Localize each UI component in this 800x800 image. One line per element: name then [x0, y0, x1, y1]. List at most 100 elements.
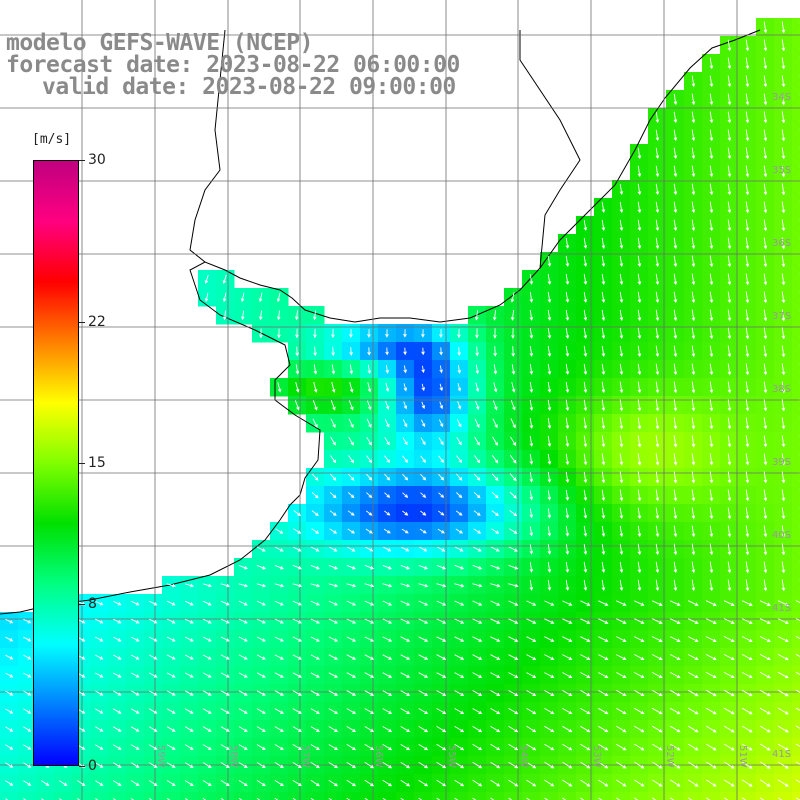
wind-arrow: [184, 762, 194, 768]
wind-arrow: [310, 600, 320, 606]
wind-arrow: [637, 165, 642, 178]
wind-cell: [792, 486, 800, 505]
wind-arrow: [583, 453, 588, 466]
wind-arrow: [472, 743, 483, 751]
wind-arrow: [655, 579, 660, 592]
wind-arrow: [382, 672, 393, 678]
wind-arrow: [202, 583, 213, 588]
wind-arrow: [763, 57, 768, 70]
wind-arrow: [330, 436, 336, 446]
wind-arrow: [23, 636, 32, 642]
wind-arrow: [400, 636, 411, 642]
wind-cell: [792, 162, 800, 181]
wind-arrow: [727, 489, 732, 502]
wind-arrow: [438, 492, 445, 498]
wind-arrow: [795, 743, 800, 747]
wind-arrow: [23, 618, 32, 624]
wind-arrow: [580, 618, 591, 624]
wind-arrow: [763, 345, 768, 358]
wind-arrow: [634, 600, 645, 606]
wind-arrow: [508, 618, 519, 624]
wind-cell: [612, 792, 631, 800]
wind-arrow: [328, 708, 339, 714]
wind-arrow: [238, 797, 243, 800]
wind-arrow: [184, 798, 189, 800]
wind-arrow: [346, 690, 357, 696]
wind-arrow: [565, 255, 570, 267]
wind-cell: [324, 792, 343, 800]
wind-arrow: [420, 492, 427, 498]
wind-arrow: [529, 472, 534, 483]
wind-arrow: [256, 583, 267, 588]
wind-arrow: [329, 492, 337, 499]
wind-arrow: [687, 725, 699, 733]
wind-arrow: [544, 743, 555, 751]
wind-arrow: [346, 618, 357, 624]
wind-arrow: [220, 780, 230, 787]
wind-cell: [558, 792, 577, 800]
wind-arrow: [439, 347, 443, 356]
wind-cell: [792, 144, 800, 163]
wind-arrow: [364, 690, 375, 696]
wind-cell: [414, 792, 433, 800]
wind-arrow: [763, 111, 768, 124]
wind-arrow: [723, 725, 735, 733]
wind-arrow: [745, 165, 750, 178]
wind-arrow: [508, 546, 518, 552]
wind-arrow: [601, 345, 606, 358]
wind-arrow: [547, 381, 552, 393]
wind-arrow: [366, 418, 372, 428]
wind-arrow: [472, 618, 483, 624]
wind-arrow: [383, 546, 392, 552]
wind-arrow: [759, 725, 771, 733]
wind-cell: [108, 792, 127, 800]
wind-arrow: [745, 75, 750, 88]
wind-arrow: [691, 561, 696, 574]
wind-arrow: [669, 797, 675, 800]
wind-arrow: [367, 364, 372, 375]
wind-arrow: [655, 309, 660, 322]
wind-arrow: [745, 363, 750, 376]
wind-arrow: [637, 201, 642, 214]
wind-arrow: [583, 579, 588, 591]
wind-arrow: [472, 583, 483, 588]
wind-arrow: [130, 690, 140, 696]
wind-arrow: [619, 489, 624, 502]
wind-arrow: [202, 708, 212, 714]
wind-arrow: [709, 561, 714, 574]
wind-arrow: [526, 797, 531, 800]
wind-arrow: [691, 363, 696, 376]
wind-arrow: [274, 762, 284, 769]
wind-arrow: [436, 797, 441, 800]
wind-arrow: [544, 761, 555, 769]
wind-arrow: [5, 780, 14, 786]
wind-arrow: [23, 708, 32, 714]
colorbar-tick-mark: [79, 766, 85, 767]
wind-arrow: [655, 543, 660, 556]
wind-arrow: [474, 436, 480, 446]
wind-cell: [684, 792, 703, 800]
wind-arrow: [292, 762, 302, 769]
wind-arrow: [167, 600, 176, 606]
wind-arrow: [95, 654, 104, 660]
wind-arrow: [673, 543, 678, 556]
wind-arrow: [691, 237, 696, 250]
wind-arrow: [508, 672, 519, 678]
wind-arrow: [202, 762, 212, 769]
wind-arrow: [691, 543, 696, 556]
wind-arrow: [382, 618, 393, 624]
wind-arrow: [130, 672, 140, 678]
wind-arrow: [238, 564, 248, 570]
wind-arrow: [130, 744, 140, 750]
wind-arrow: [691, 381, 696, 394]
wind-arrow: [562, 761, 573, 769]
wind-arrow: [331, 364, 336, 375]
wind-arrow: [601, 525, 606, 538]
wind-arrow: [616, 672, 627, 678]
wind-arrow: [529, 328, 534, 339]
wind-arrow: [420, 510, 427, 516]
wind-arrow: [763, 237, 768, 250]
colorbar-tick-mark: [79, 463, 85, 464]
wind-arrow: [669, 636, 681, 642]
wind-arrow: [673, 363, 678, 376]
